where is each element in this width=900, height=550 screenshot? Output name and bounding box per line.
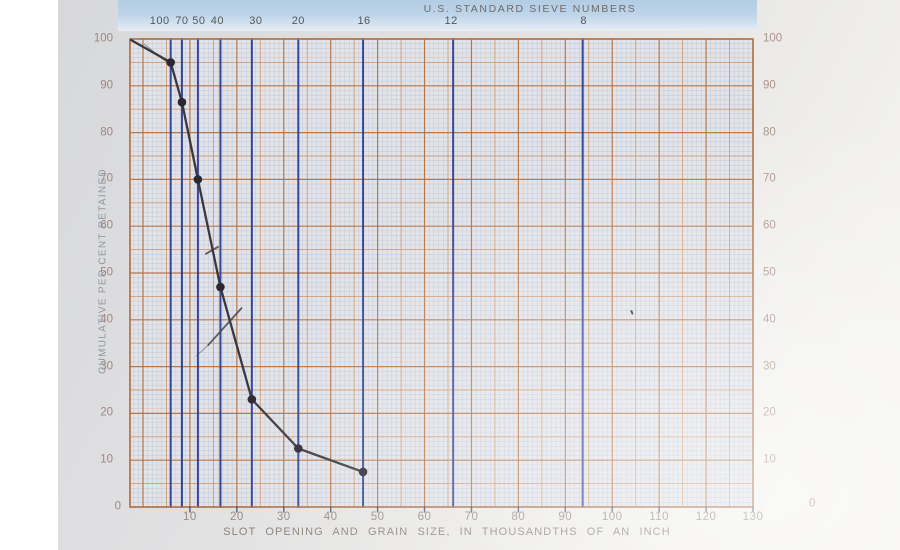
data-point xyxy=(193,175,203,184)
data-point xyxy=(216,282,225,292)
y-tick-left-0: 0 xyxy=(114,500,121,513)
y-tick-left-80: 80 xyxy=(100,126,113,139)
x-tick-130: 130 xyxy=(742,511,764,523)
y-tick-right-100: 100 xyxy=(763,32,783,45)
x-tick-40: 40 xyxy=(323,511,338,523)
y-axis-title: CUMULATIVE PER CENT RETAINED xyxy=(97,168,109,374)
x-tick-20: 20 xyxy=(229,511,244,523)
y-tick-right-0: 0 xyxy=(809,497,816,510)
x-tick-120: 120 xyxy=(695,511,717,523)
y-tick-right-90: 90 xyxy=(763,79,776,92)
y-tick-right-10: 10 xyxy=(763,453,776,466)
x-tick-30: 30 xyxy=(276,511,291,523)
data-point xyxy=(247,395,257,404)
y-tick-right-60: 60 xyxy=(763,219,776,232)
y-tick-right-50: 50 xyxy=(763,266,776,279)
y-tick-right-40: 40 xyxy=(763,313,776,326)
data-point xyxy=(166,58,175,67)
data-point xyxy=(177,97,187,107)
x-tick-100: 100 xyxy=(601,511,623,523)
x-axis-title: SLOT OPENING AND GRAIN SIZE, IN THOUSAND… xyxy=(223,526,671,538)
x-tick-50: 50 xyxy=(370,511,385,523)
data-point xyxy=(358,467,368,477)
x-tick-80: 80 xyxy=(511,511,526,523)
x-tick-10: 10 xyxy=(183,511,197,523)
x-tick-70: 70 xyxy=(464,511,479,523)
x-tick-90: 90 xyxy=(558,511,573,523)
y-tick-right-20: 20 xyxy=(763,406,776,419)
y-tick-right-80: 80 xyxy=(763,126,776,139)
y-tick-left-100: 100 xyxy=(93,32,113,45)
y-tick-left-90: 90 xyxy=(100,79,113,92)
data-point xyxy=(294,444,303,453)
y-tick-left-10: 10 xyxy=(100,453,113,466)
y-tick-left-20: 20 xyxy=(100,406,113,419)
y-tick-right-70: 70 xyxy=(763,172,776,185)
x-tick-60: 60 xyxy=(417,511,432,523)
y-tick-right-30: 30 xyxy=(763,360,776,373)
x-tick-110: 110 xyxy=(649,511,670,523)
